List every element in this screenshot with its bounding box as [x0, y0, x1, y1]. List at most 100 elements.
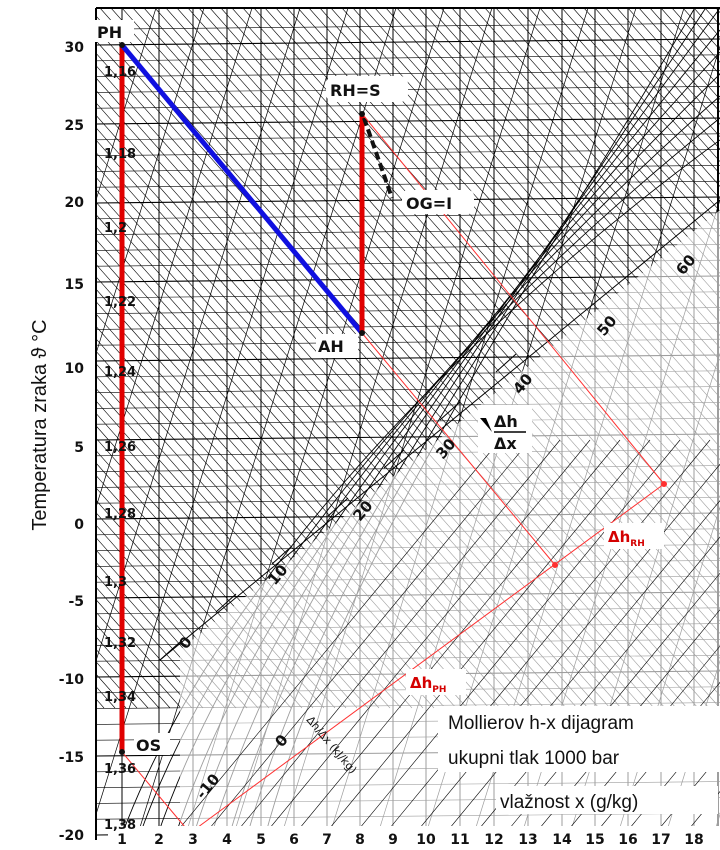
- delta-h-labels: ΔhRH ΔhPH: [406, 523, 664, 695]
- delta-h-axis-line: [189, 483, 665, 834]
- diagram-caption: Mollierov h-x dijagram ukupni tlak 1000 …: [438, 706, 720, 814]
- x-axis-ticks: 1 2 3 4 5 6 7 8 9 10 11 12 13 14 15 16 1…: [108, 826, 720, 848]
- enthalpy-scale-tick: [327, 497, 349, 517]
- fog-isotherm: [649, 754, 720, 840]
- fog-isotherm: [559, 645, 720, 840]
- enthalpy-gridline: [506, 8, 720, 249]
- construction-rh-line: [363, 115, 665, 485]
- enthalpy-gridline: [96, 487, 292, 709]
- delta-h-ph-label: ΔhPH: [410, 674, 446, 695]
- x-tick: 12: [484, 832, 503, 848]
- delta-h-rh-label: ΔhRH: [608, 528, 645, 549]
- temperature-gridline: [96, 101, 720, 109]
- enthalpy-gridline: [96, 450, 325, 709]
- y-tick: 20: [65, 195, 85, 211]
- enthalpy-gridline: [96, 549, 237, 709]
- construction-os-line: [121, 751, 191, 834]
- x-tick: 4: [222, 832, 232, 848]
- x-tick: 6: [289, 832, 299, 848]
- delta-h-rh-sub: RH: [630, 539, 644, 549]
- density-label: 1,22: [104, 295, 136, 310]
- fog-isotherm: [529, 609, 720, 840]
- enthalpy-gridline: [96, 462, 314, 709]
- y-tick: 5: [74, 440, 84, 456]
- enthalpy-gridline: [473, 8, 720, 287]
- enthalpy-gridline: [561, 8, 720, 187]
- density-gridline: [135, 8, 397, 840]
- y-tick: -10: [59, 672, 85, 688]
- x-tick: 14: [552, 832, 572, 848]
- enthalpy-gridline: [96, 524, 259, 709]
- y-tick: -15: [59, 750, 84, 766]
- fog-isotherm: [439, 500, 720, 840]
- temperature-gridline: [96, 180, 720, 188]
- density-label: 1,32: [104, 636, 136, 651]
- x-tick: 18: [684, 832, 703, 848]
- mixing-line-ph-ah: [120, 43, 364, 335]
- point-ah-label: AH: [318, 337, 344, 356]
- point-rh-s-label: RH=S: [330, 81, 381, 100]
- point-og-i-label: OG=I: [406, 194, 452, 213]
- y-tick: 25: [65, 118, 84, 134]
- y-tick: -20: [59, 828, 85, 844]
- enthalpy-gridline: [209, 8, 720, 585]
- enthalpy-scale-line: [159, 199, 720, 661]
- y-axis-label: Temperatura zraka ϑ °C: [29, 319, 51, 530]
- fog-isotherm: [199, 439, 531, 840]
- y-axis-ticks: 30 25 20 15 10 5 0 -5 -10 -15 -20: [59, 40, 85, 844]
- enthalpy-gridline: [484, 8, 720, 274]
- enthalpy-gridline: [96, 623, 171, 709]
- x-tick: 1: [117, 832, 127, 848]
- density-gridline: [96, 8, 301, 662]
- y-tick: 0: [74, 517, 84, 533]
- density-label: 1,28: [104, 507, 136, 522]
- enthalpy-gridline: [96, 574, 215, 709]
- delta-point-rh: [661, 481, 667, 487]
- enthalpy-gridline: [96, 537, 248, 709]
- fog-isotherm: [289, 439, 621, 840]
- enthalpy-gridline: [96, 686, 116, 709]
- enthalpy-scale-tick: [439, 401, 461, 421]
- density-label: 1,16: [104, 65, 136, 80]
- enthalpy-gridline: [0, 8, 16, 708]
- y-tick: -5: [68, 594, 84, 610]
- temperature-gridline: [96, 244, 720, 251]
- state-point-os: [119, 749, 125, 755]
- enthalpy-scale-tick: [383, 449, 405, 469]
- enthalpy-gridline: [440, 8, 720, 324]
- fog-region-overlay: [180, 210, 720, 840]
- state-point-ah: [359, 330, 365, 336]
- enthalpy-gridline: [583, 8, 720, 163]
- temperature-gridline: [96, 275, 720, 283]
- x-tick: 3: [188, 832, 198, 848]
- density-label: 1,38: [104, 818, 136, 833]
- temperature-gridline: [96, 22, 720, 30]
- og-i-arrow: [362, 117, 394, 199]
- x-tick: 5: [256, 832, 266, 848]
- enthalpy-gridline: [605, 8, 720, 138]
- enthalpy-gridline: [96, 698, 105, 709]
- x-axis-label: vlažnost x (g/kg): [500, 792, 638, 813]
- fog-isotherm: [499, 572, 720, 840]
- enthalpy-scale-tick: [271, 545, 293, 565]
- fog-isotherm: [589, 681, 720, 840]
- density-gridline: [96, 8, 157, 202]
- enthalpy-gridline: [220, 8, 720, 572]
- density-gridline: [96, 8, 205, 355]
- enthalpy-gridline: [96, 586, 204, 709]
- fog-isotherm: [229, 439, 561, 840]
- enthalpy-gridline: [96, 499, 281, 709]
- temperature-gridline: [96, 38, 720, 46]
- y-tick: 15: [65, 277, 84, 293]
- x-tick: 8: [355, 832, 365, 848]
- enthalpy-gridline: [528, 8, 720, 225]
- density-label: 1,26: [104, 440, 136, 455]
- temperature-gridline: [96, 259, 720, 267]
- slope-fraction-denominator: Δx: [494, 434, 517, 453]
- enthalpy-gridline: [572, 8, 720, 175]
- fog-isotherm: [349, 439, 681, 840]
- enthalpy-gridline: [451, 8, 720, 312]
- temperature-gridline: [96, 212, 720, 220]
- density-label: 1,2: [104, 221, 127, 236]
